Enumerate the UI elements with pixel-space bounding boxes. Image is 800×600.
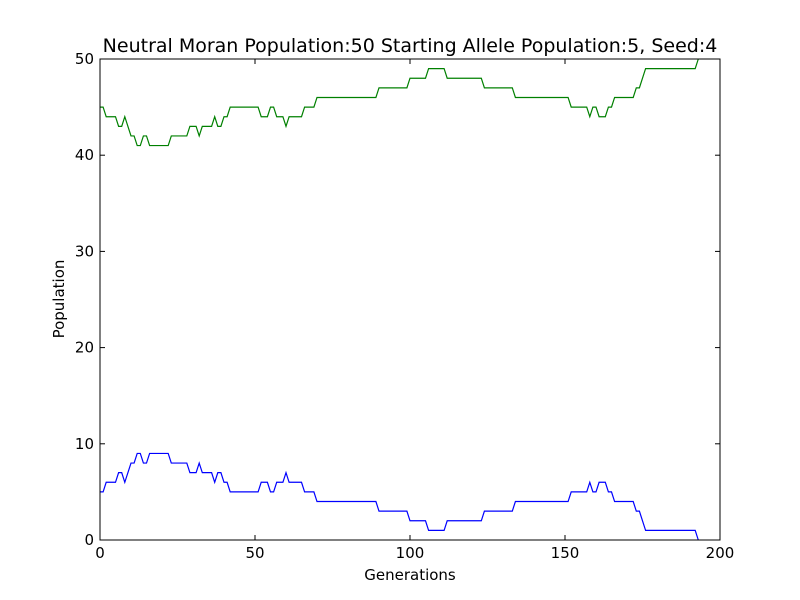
y-axis-label: Population: [50, 260, 68, 339]
x-tick-label: 0: [95, 544, 105, 562]
y-tick-label: 30: [75, 242, 94, 260]
series-line-2: [100, 58, 699, 147]
x-tick-label: 50: [245, 544, 264, 562]
x-tick-label: 150: [551, 544, 580, 562]
y-tick-label: 20: [75, 339, 94, 357]
series-layer: [100, 58, 699, 541]
y-tick-label: 10: [75, 435, 94, 453]
x-axis-label: Generations: [364, 566, 456, 584]
chart-title: Neutral Moran Population:50 Starting All…: [103, 35, 718, 57]
y-tick-label: 0: [84, 531, 94, 549]
tick-layer: 0 50 100 150 200 0 10 20 30 40 50: [75, 50, 734, 562]
x-tick-label: 100: [396, 544, 425, 562]
x-tick-label: 200: [706, 544, 735, 562]
plot-background: [100, 59, 720, 540]
y-tick-label: 40: [75, 146, 94, 164]
y-tick-label: 50: [75, 50, 94, 68]
series-line-1: [100, 452, 699, 541]
